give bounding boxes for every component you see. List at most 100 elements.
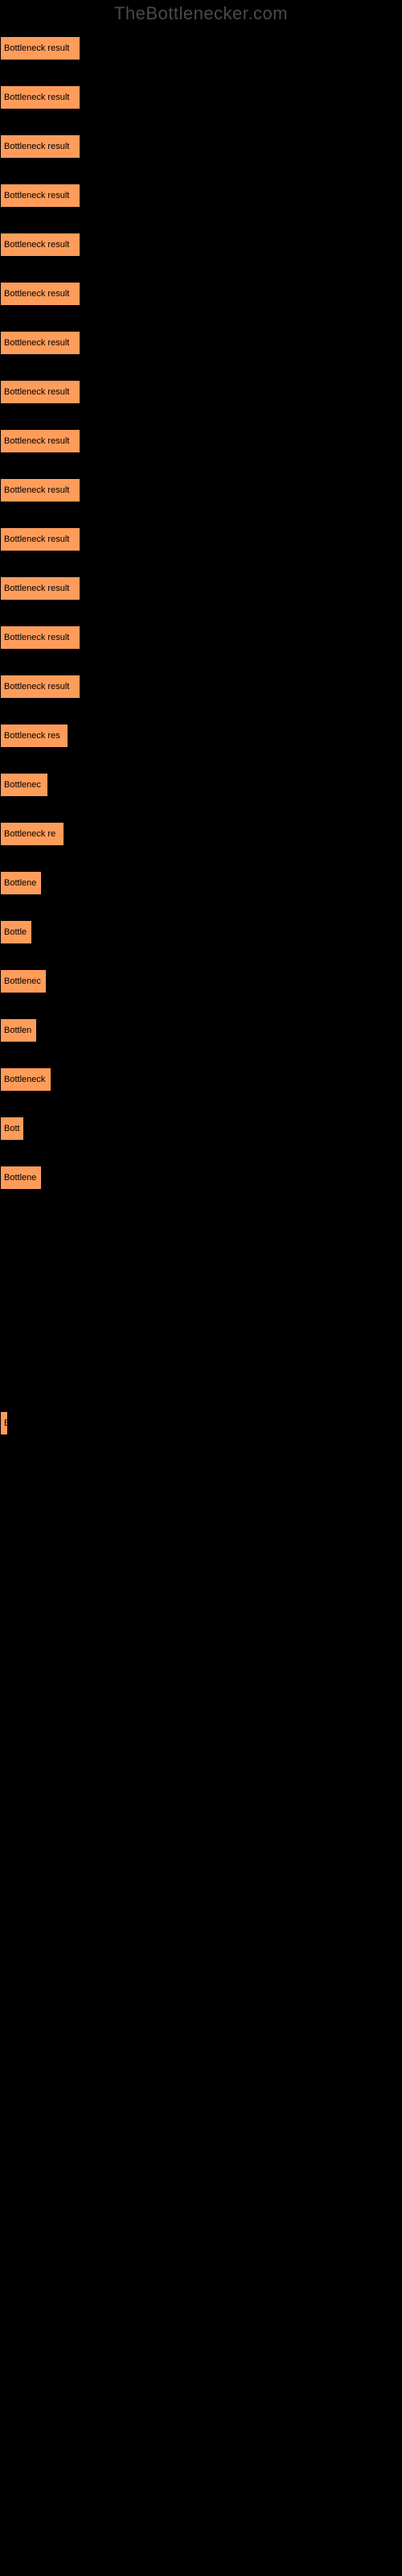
chart-bar: Bottleneck result: [0, 478, 80, 502]
chart-bar: Bottleneck result: [0, 85, 80, 109]
bar-row: [0, 1643, 402, 1692]
chart-bar: Bott: [0, 1117, 24, 1141]
bar-row: Bottleneck result: [0, 661, 402, 710]
chart-bar: Bottleneck result: [0, 233, 80, 257]
chart-bar: Bottleneck re: [0, 822, 64, 846]
bar-label: B: [4, 1418, 8, 1428]
bar-row: [0, 1839, 402, 1889]
bar-row: Bottleneck: [0, 1054, 402, 1103]
chart-bar: Bottleneck result: [0, 331, 80, 355]
bar-row: Bottlenec: [0, 759, 402, 808]
chart-bar: Bottleneck result: [0, 184, 80, 208]
chart-bar: Bottle: [0, 920, 32, 944]
bar-label: Bottleneck result: [4, 142, 69, 151]
chart-bar: Bottleneck: [0, 1067, 51, 1092]
bar-label: Bottlenec: [4, 780, 41, 790]
bar-row: [0, 2085, 402, 2134]
chart-bar: Bottleneck result: [0, 134, 80, 159]
bar-row: Bottleneck result: [0, 121, 402, 170]
bar-row: [0, 1790, 402, 1839]
bar-row: [0, 2281, 402, 2330]
bar-label: Bott: [4, 1124, 20, 1133]
bar-chart: Bottleneck result Bottleneck result Bottle…: [0, 0, 402, 2576]
bar-row: [0, 1348, 402, 1397]
bar-label: Bottleneck result: [4, 485, 69, 495]
chart-bar: B: [0, 1411, 8, 1435]
chart-bar: Bottleneck result: [0, 576, 80, 601]
bar-label: Bottleneck result: [4, 93, 69, 102]
bar-label: Bottleneck result: [4, 43, 69, 53]
bar-row: Bottleneck result: [0, 464, 402, 514]
chart-bar: Bottlene: [0, 871, 42, 895]
chart-bar: Bottlenec: [0, 773, 48, 797]
bar-row: [0, 2036, 402, 2085]
bar-row: Bottleneck result: [0, 23, 402, 72]
bar-row: Bottleneck result: [0, 366, 402, 415]
bar-row: [0, 1299, 402, 1348]
bar-row: [0, 1889, 402, 1938]
bar-row: [0, 1201, 402, 1250]
bar-row: B: [0, 1397, 402, 1447]
bar-row: [0, 2134, 402, 2183]
bar-row: Bottleneck res: [0, 710, 402, 759]
bar-row: Bottleneck result: [0, 317, 402, 366]
bar-row: [0, 1447, 402, 1496]
bar-row: [0, 1250, 402, 1299]
bar-row: Bottleneck result: [0, 268, 402, 317]
chart-bar: Bottleneck res: [0, 724, 68, 748]
bar-row: [0, 1987, 402, 2036]
bar-label: Bottleneck: [4, 1075, 45, 1084]
bar-label: Bottlene: [4, 1173, 36, 1183]
bar-label: Bottle: [4, 927, 27, 937]
bar-row: [0, 2429, 402, 2478]
bar-row: [0, 2478, 402, 2527]
bar-label: Bottleneck result: [4, 387, 69, 397]
bar-label: Bottleneck res: [4, 731, 60, 741]
bar-row: Bottlenec: [0, 956, 402, 1005]
bar-label: Bottleneck result: [4, 633, 69, 642]
chart-bar: Bottlen: [0, 1018, 37, 1042]
bar-label: Bottleneck result: [4, 535, 69, 544]
bar-row: Bottlene: [0, 857, 402, 906]
bar-row: [0, 1545, 402, 1594]
bar-label: Bottleneck result: [4, 289, 69, 299]
bar-row: [0, 2232, 402, 2281]
chart-bar: Bottlenec: [0, 969, 47, 993]
bar-row: Bottleneck result: [0, 170, 402, 219]
bar-row: [0, 1496, 402, 1545]
bar-label: Bottleneck result: [4, 240, 69, 250]
bar-row: [0, 2330, 402, 2380]
bar-row: [0, 1938, 402, 1987]
bar-row: Bottleneck result: [0, 72, 402, 121]
chart-bar: Bottleneck result: [0, 380, 80, 404]
bar-label: Bottlene: [4, 878, 36, 888]
chart-bar: Bottleneck result: [0, 282, 80, 306]
chart-bar: Bottleneck result: [0, 675, 80, 699]
bar-label: Bottleneck result: [4, 191, 69, 200]
chart-bar: Bottlene: [0, 1166, 42, 1190]
bar-label: Bottleneck result: [4, 338, 69, 348]
bar-row: Bottleneck result: [0, 514, 402, 563]
chart-bar: Bottleneck result: [0, 36, 80, 60]
bar-label: Bottlenec: [4, 976, 41, 986]
bar-row: Bottleneck result: [0, 612, 402, 661]
bar-row: [0, 2183, 402, 2232]
bar-label: Bottleneck result: [4, 682, 69, 691]
chart-bar: Bottleneck result: [0, 625, 80, 650]
bar-row: [0, 1594, 402, 1643]
bar-row: Bottle: [0, 906, 402, 956]
bar-row: Bottlene: [0, 1152, 402, 1201]
bar-label: Bottleneck result: [4, 584, 69, 593]
bar-row: [0, 2527, 402, 2576]
bar-row: [0, 1741, 402, 1790]
bar-row: Bott: [0, 1103, 402, 1152]
bar-row: Bottleneck result: [0, 415, 402, 464]
bar-row: [0, 2380, 402, 2429]
bar-label: Bottleneck result: [4, 436, 69, 446]
bar-row: Bottleneck result: [0, 219, 402, 268]
bar-row: Bottlen: [0, 1005, 402, 1054]
chart-bar: Bottleneck result: [0, 527, 80, 551]
bar-row: [0, 1692, 402, 1741]
bar-label: Bottlen: [4, 1026, 31, 1035]
bar-label: Bottleneck re: [4, 829, 55, 839]
